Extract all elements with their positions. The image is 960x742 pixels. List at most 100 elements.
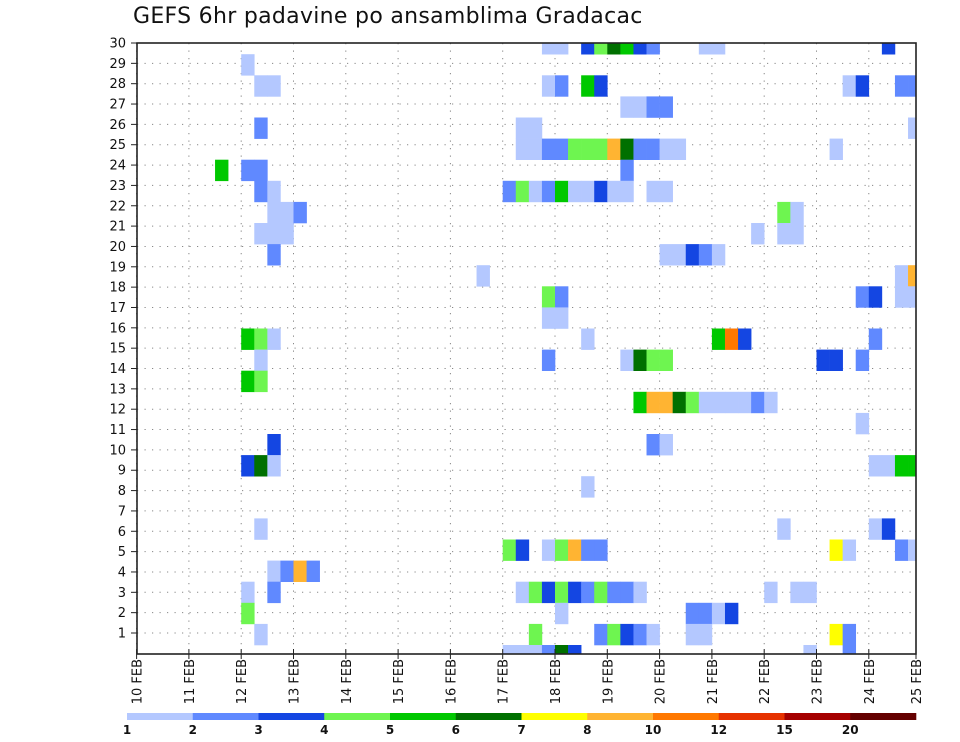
- y-tick-label: 4: [118, 565, 126, 580]
- heatmap-cell: [267, 244, 281, 266]
- heatmap-cell: [254, 117, 268, 139]
- colorbar-swatch: [324, 713, 391, 720]
- heatmap-cell: [724, 328, 739, 350]
- heatmap-cell: [528, 581, 543, 604]
- heatmap-cell: [646, 434, 660, 456]
- colorbar-swatch: [718, 713, 785, 720]
- heatmap-cell: [659, 180, 673, 203]
- x-tick-label: 19 FEB: [601, 659, 616, 704]
- heatmap-cell: [868, 328, 883, 350]
- heatmap-cell: [659, 349, 673, 371]
- heatmap-cell: [568, 539, 582, 561]
- heatmap-cell: [502, 645, 517, 654]
- heatmap-cell: [698, 602, 713, 625]
- y-tick-label: 2: [118, 606, 126, 621]
- heatmap-cell: [751, 223, 765, 245]
- heatmap-cell: [724, 602, 739, 625]
- colorbar-swatch: [455, 713, 522, 720]
- heatmap-cell: [842, 645, 857, 654]
- heatmap-cell: [607, 138, 621, 160]
- y-tick-label: 26: [109, 118, 126, 133]
- heatmap-cell: [711, 328, 726, 350]
- heatmap-cell: [555, 602, 569, 625]
- x-tick-label: 23 FEB: [811, 659, 826, 704]
- heatmap-cell: [528, 138, 543, 160]
- heatmap-cells: [215, 43, 916, 654]
- heatmap-cell: [908, 117, 916, 139]
- heatmap-cell: [646, 96, 660, 118]
- heatmap-cell: [803, 581, 817, 604]
- colorbar-swatch: [587, 713, 654, 720]
- heatmap-cell: [254, 518, 268, 540]
- x-tick-label: 11 FEB: [183, 659, 198, 704]
- y-tick-label: 18: [109, 281, 126, 296]
- heatmap-cell: [908, 539, 916, 561]
- y-tick-label: 9: [118, 464, 126, 479]
- heatmap-cell: [829, 138, 843, 160]
- heatmap-cell: [620, 623, 634, 646]
- heatmap-cell: [555, 43, 569, 55]
- heatmap-cell: [751, 391, 765, 414]
- y-tick-label: 22: [109, 199, 126, 214]
- heatmap-cell: [555, 581, 569, 604]
- heatmap-cell: [764, 391, 778, 414]
- heatmap-cell: [306, 560, 320, 582]
- heatmap-cell: [685, 244, 700, 266]
- heatmap-cell: [777, 223, 791, 245]
- colorbar-swatch: [258, 713, 325, 720]
- colorbar-swatch: [653, 713, 720, 720]
- y-tick-label: 20: [109, 240, 126, 255]
- heatmap-cell: [267, 560, 281, 582]
- heatmap-cell: [267, 455, 281, 477]
- heatmap-cell: [908, 455, 916, 477]
- colorbar-label: 5: [386, 723, 394, 737]
- heatmap-cell: [280, 223, 294, 245]
- heatmap-cell: [894, 539, 909, 561]
- heatmap-cell: [908, 75, 916, 97]
- heatmap-cell: [594, 75, 608, 97]
- y-tick-label: 21: [109, 220, 126, 235]
- x-tick-label: 22 FEB: [758, 659, 773, 704]
- y-tick-label: 17: [109, 301, 126, 316]
- heatmap-cell: [555, 645, 569, 654]
- heatmap-cell: [738, 391, 752, 414]
- y-tick-label: 3: [118, 586, 126, 601]
- heatmap-cell: [555, 307, 569, 329]
- heatmap-cell: [842, 75, 857, 97]
- heatmap-cell: [698, 43, 713, 55]
- colorbar-label: 2: [189, 723, 197, 737]
- colorbar-swatch: [127, 713, 194, 720]
- heatmap-cell: [868, 286, 883, 308]
- colorbar-swatch: [192, 713, 259, 720]
- heatmap-cell: [881, 518, 896, 540]
- y-tick-label: 29: [109, 57, 126, 72]
- heatmap-cell: [894, 455, 909, 477]
- colorbar-legend: 1 2 3 4 5 6 7 8 10 12 15 20: [123, 713, 917, 737]
- heatmap-cell: [738, 328, 752, 350]
- y-tick-label: 1: [118, 627, 126, 642]
- heatmap-cell: [829, 539, 843, 561]
- y-axis: 1234567891011121314151617181920212223242…: [109, 37, 137, 642]
- heatmap-cell: [764, 581, 778, 604]
- x-tick-label: 20 FEB: [654, 659, 669, 704]
- heatmap-cell: [267, 180, 281, 203]
- heatmap-cell: [581, 328, 595, 350]
- heatmap-cell: [803, 645, 817, 654]
- heatmap-cell: [620, 180, 634, 203]
- heatmap-cell: [254, 623, 268, 646]
- heatmap-cell: [633, 43, 647, 55]
- chart-title: GEFS 6hr padavine po ansamblima Gradacac: [133, 4, 643, 29]
- heatmap-cell: [711, 391, 726, 414]
- heatmap-cell: [633, 349, 647, 371]
- heatmap-cell: [855, 412, 870, 435]
- heatmap-cell: [594, 623, 608, 646]
- heatmap-cell: [555, 180, 569, 203]
- heatmap-cell: [646, 391, 660, 414]
- heatmap-cell: [555, 286, 569, 308]
- colorbar-label: 10: [645, 723, 662, 737]
- heatmap-cell: [555, 138, 569, 160]
- heatmap-cell: [241, 581, 255, 604]
- colorbar-label: 20: [842, 723, 859, 737]
- heatmap-cell: [672, 244, 687, 266]
- heatmap-cell: [515, 581, 530, 604]
